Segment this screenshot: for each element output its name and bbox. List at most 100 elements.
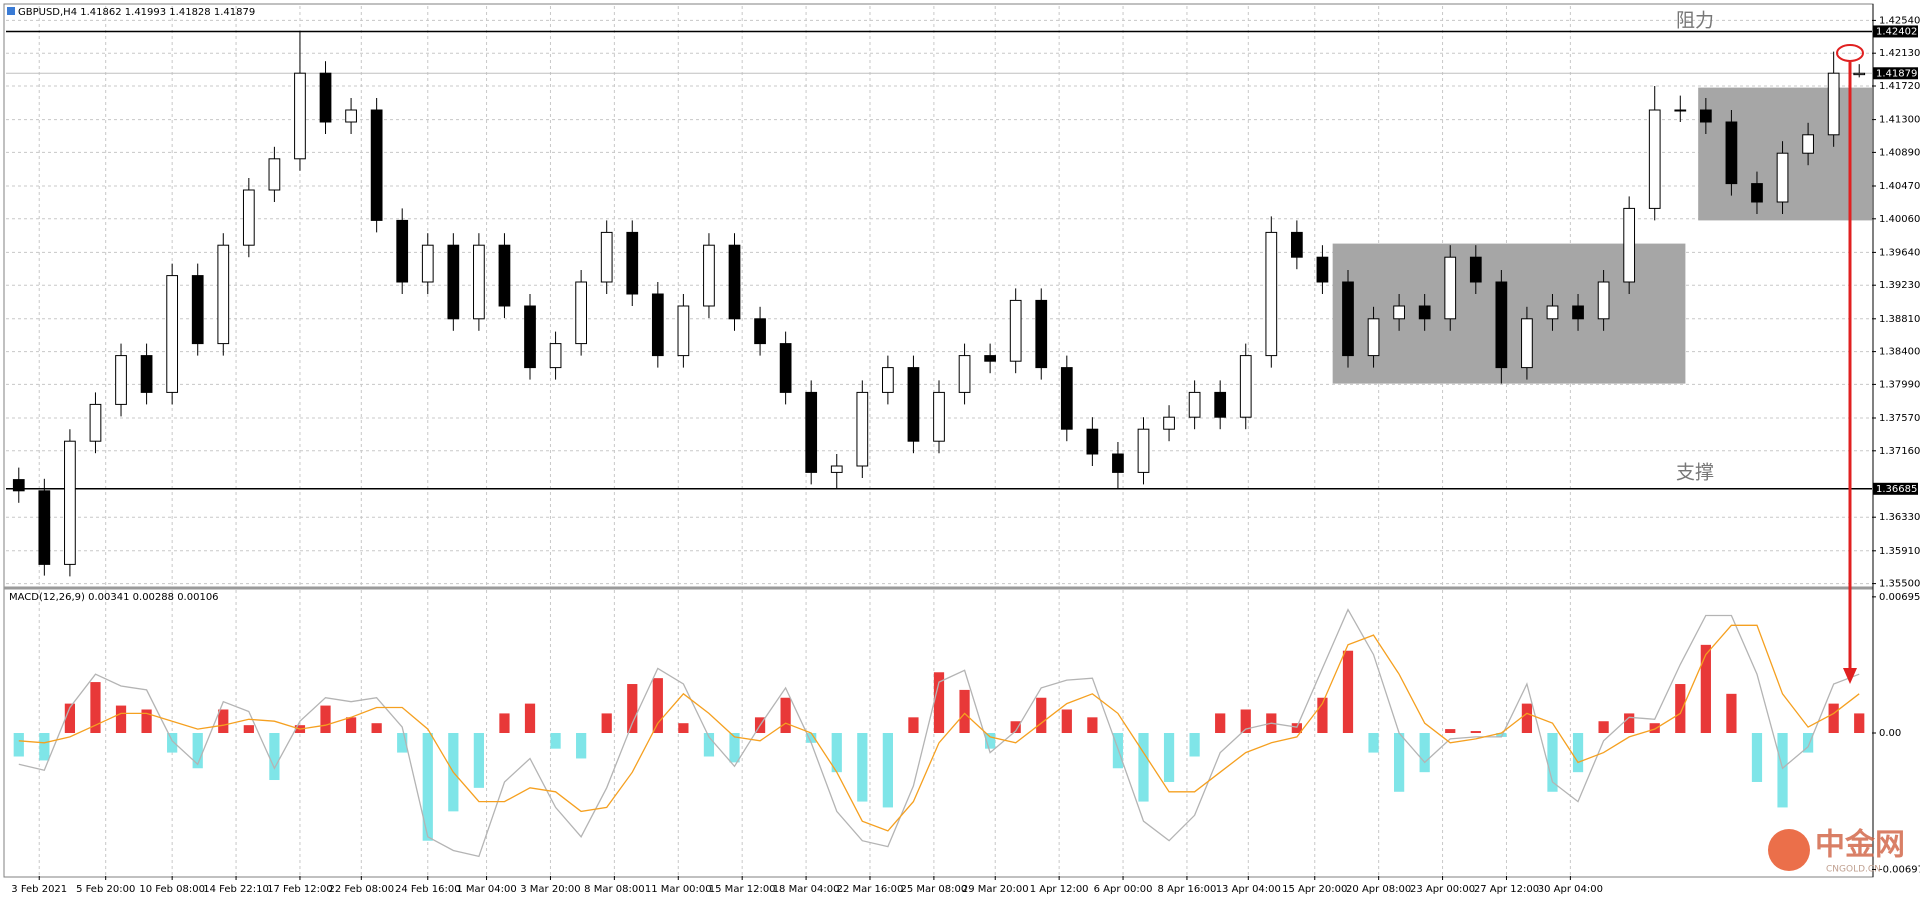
candle-body: [1342, 281, 1354, 357]
macd-histogram-bar: [1087, 717, 1098, 733]
macd-histogram-bar: [1215, 713, 1226, 733]
candle-body: [1546, 305, 1559, 320]
x-tick-label: 11 Mar 00:00: [645, 884, 712, 895]
macd-histogram-bar: [1521, 703, 1533, 733]
macd-histogram-bar: [167, 733, 178, 753]
macd-histogram-bar: [499, 713, 510, 733]
y-tick-label: 1.42540: [1879, 15, 1920, 26]
macd-histogram-bar: [780, 697, 791, 733]
indicator-header: MACD(12,26,9) 0.00341 0.00288 0.00106: [9, 592, 219, 603]
macd-histogram-bar: [1751, 733, 1763, 782]
macd-histogram-bar: [908, 717, 919, 733]
macd-histogram-bar: [1010, 721, 1021, 733]
candle-body: [1060, 367, 1073, 430]
x-tick-label: 6 Apr 00:00: [1094, 884, 1153, 895]
macd-histogram-bar: [1470, 731, 1481, 733]
candle-body: [1469, 256, 1482, 283]
candle-body: [856, 391, 869, 467]
x-tick-label: 18 Mar 04:00: [773, 884, 840, 895]
x-tick-label: 8 Mar 08:00: [584, 884, 644, 895]
y-tick-label: 1.42130: [1879, 48, 1920, 59]
macd-histogram-bar: [1291, 723, 1302, 733]
candle-body: [805, 391, 818, 473]
x-tick-label: 17 Feb 12:00: [267, 884, 333, 895]
x-tick-label: 1 Apr 12:00: [1030, 884, 1089, 895]
macd-histogram-bar: [1828, 703, 1839, 733]
candle-body: [191, 275, 204, 345]
macd-histogram-bar: [473, 733, 485, 788]
candle-body: [38, 490, 51, 565]
macd-histogram-bar: [1726, 693, 1737, 733]
macd-histogram-bar: [1368, 733, 1379, 753]
candle-body: [703, 244, 715, 307]
candle-body: [1112, 453, 1124, 473]
macd-histogram-bar: [729, 733, 740, 763]
y-tick-label: 1.35910: [1879, 546, 1920, 557]
macd-histogram-bar: [576, 733, 587, 759]
candle-body: [830, 465, 843, 473]
macd-histogram-bar: [524, 703, 536, 733]
x-tick-label: 8 Apr 16:00: [1158, 884, 1217, 895]
macd-histogram-bar: [1777, 733, 1788, 808]
x-tick-label: 3 Mar 20:00: [520, 884, 580, 895]
x-tick-label: 15 Mar 12:00: [709, 884, 776, 895]
candle-body: [1444, 256, 1457, 320]
candle-body: [1572, 305, 1584, 320]
macd-histogram-bar: [243, 725, 254, 733]
candle-body: [1802, 134, 1814, 154]
candle-body: [1035, 299, 1048, 369]
macd-histogram-bar: [1624, 713, 1635, 733]
candle-body: [626, 231, 639, 295]
x-tick-label: 30 Apr 04:00: [1538, 884, 1603, 895]
candle-body: [1009, 299, 1022, 362]
y-tick-label: 1.41300: [1879, 115, 1920, 126]
candle-body: [882, 367, 894, 393]
macd-histogram-bar: [1189, 733, 1200, 757]
macd-histogram-bar: [1649, 723, 1660, 733]
macd-histogram-bar: [985, 733, 996, 749]
candle-body: [1290, 231, 1303, 258]
macd-histogram-bar: [703, 733, 715, 757]
macd-histogram-bar: [959, 689, 970, 733]
candle-body: [1393, 305, 1405, 320]
x-tick-label: 22 Feb 08:00: [329, 884, 395, 895]
candle-body: [140, 355, 153, 393]
candle-body: [651, 293, 664, 357]
resistance-label: 阻力: [1676, 10, 1714, 32]
candle-body: [115, 355, 127, 405]
macd-histogram-bar: [371, 723, 382, 733]
candle-body: [1137, 428, 1150, 473]
candle-body: [754, 318, 766, 345]
candle-body: [677, 305, 690, 357]
y-tick-label: 1.38810: [1879, 314, 1920, 325]
x-tick-label: 3 Feb 2021: [11, 884, 67, 895]
y-tick-label: 1.40060: [1879, 214, 1920, 225]
candle-body: [1239, 355, 1252, 418]
y-tick-label: -0.00697: [1879, 865, 1920, 876]
signal-line: [18, 624, 1860, 832]
y-tick-label: 1.39230: [1879, 280, 1920, 291]
macd-histogram-bar: [397, 733, 408, 753]
macd-histogram-bar: [882, 733, 893, 808]
watermark-site: CNGOLD.CN: [1826, 865, 1881, 875]
candle-body: [217, 244, 230, 345]
y-tick-label: 1.37160: [1879, 446, 1920, 457]
candle-body: [549, 343, 562, 369]
macd-histogram-bar: [1163, 733, 1175, 782]
macd-histogram-bar: [678, 723, 689, 733]
macd-histogram-bar: [831, 733, 842, 773]
macd-histogram-bar: [39, 733, 50, 761]
candle-body: [1265, 231, 1278, 357]
candle-body: [1751, 183, 1763, 203]
candle-body: [268, 158, 281, 191]
x-tick-label: 20 Apr 08:00: [1346, 884, 1411, 895]
candle-body: [600, 231, 613, 283]
price-level-tag: [1873, 482, 1918, 495]
macd-histogram-bar: [141, 709, 152, 733]
macd-histogram-bar: [806, 733, 817, 743]
candle-body: [421, 244, 434, 283]
macd-histogram-bar: [1854, 713, 1865, 733]
candle-body: [89, 403, 102, 442]
candle-body: [1674, 109, 1687, 112]
